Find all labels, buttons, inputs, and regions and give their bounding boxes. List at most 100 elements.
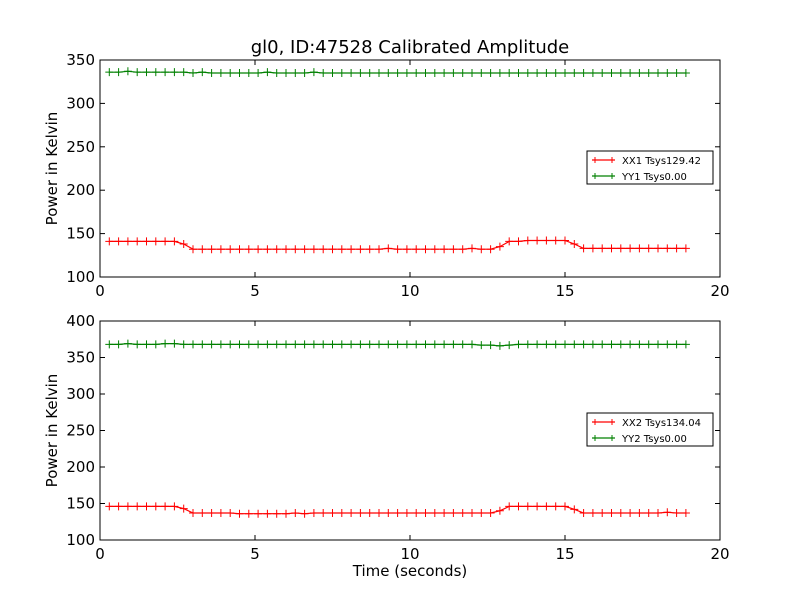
y-tick-label: 400 [66, 312, 95, 330]
x-tick-label: 20 [710, 545, 729, 563]
data-point [449, 69, 458, 78]
data-point [579, 244, 588, 253]
data-point [561, 340, 569, 349]
data-point [421, 69, 430, 78]
data-point [309, 508, 318, 517]
data-point [170, 339, 179, 348]
data-point [616, 69, 625, 78]
data-point [486, 341, 495, 350]
data-point [412, 245, 421, 254]
data-point [244, 340, 253, 349]
data-point [105, 502, 114, 511]
data-point [263, 68, 272, 77]
data-point [495, 506, 504, 515]
data-point [105, 68, 114, 77]
data-point [393, 245, 402, 254]
data-point [468, 340, 476, 349]
data-point [151, 237, 160, 246]
data-point [114, 340, 123, 349]
data-point [142, 68, 151, 77]
data-point [226, 508, 235, 517]
data-point [291, 340, 300, 349]
data-point [644, 244, 653, 253]
data-point [375, 245, 383, 254]
data-point [579, 69, 588, 78]
data-point [421, 508, 430, 517]
data-point [282, 509, 290, 518]
data-point [468, 69, 476, 78]
data-point [486, 245, 495, 254]
data-point [505, 502, 514, 511]
data-point [561, 236, 569, 245]
data-point [123, 67, 132, 76]
data-point [626, 508, 635, 517]
data-point [207, 340, 216, 349]
data-point [384, 508, 393, 517]
data-point [421, 245, 430, 254]
data-point [514, 69, 523, 78]
data-point [309, 68, 318, 77]
data-point [254, 69, 263, 78]
y-tick-label: 150 [66, 225, 95, 243]
y-tick-label: 200 [66, 181, 95, 199]
data-point [189, 508, 197, 517]
data-point [449, 340, 458, 349]
data-point [654, 244, 662, 253]
data-point [375, 69, 383, 78]
data-point [440, 245, 449, 254]
data-point [570, 240, 579, 249]
data-point [142, 237, 151, 246]
data-point [365, 245, 374, 254]
data-point [133, 340, 142, 349]
data-point [495, 69, 504, 78]
data-point [579, 340, 588, 349]
data-point [616, 508, 625, 517]
data-point [542, 236, 551, 245]
data-point [644, 340, 653, 349]
data-point [365, 508, 374, 517]
legend-marker [609, 419, 615, 425]
data-point [681, 508, 690, 517]
data-point [561, 69, 569, 78]
data-point [319, 508, 328, 517]
data-point [254, 340, 263, 349]
data-point [337, 340, 346, 349]
x-tick-label: 5 [250, 545, 260, 563]
y-axis-label: Power in Kelvin [43, 112, 61, 226]
data-point [588, 340, 597, 349]
data-point [198, 245, 207, 254]
data-point [635, 69, 644, 78]
data-point [458, 508, 467, 517]
data-point [523, 502, 532, 511]
data-point [672, 340, 681, 349]
data-point [607, 69, 616, 78]
data-point [626, 340, 635, 349]
data-point [161, 237, 170, 246]
data-point [170, 237, 179, 246]
data-point [663, 244, 672, 253]
data-point [402, 340, 411, 349]
data-point [216, 245, 225, 254]
data-point [402, 245, 411, 254]
data-point [607, 244, 616, 253]
data-point [514, 237, 523, 246]
plot-panel-bottom: 0 5 10 15 20 100 150 200 250 300 350 400 Power in Ke… [43, 312, 730, 580]
data-point [421, 340, 430, 349]
data-point [551, 69, 560, 78]
data-point [430, 69, 439, 78]
y-axis-label: Power in Kelvin [43, 374, 61, 488]
data-point [300, 245, 309, 254]
data-point [551, 502, 560, 511]
y-tick-label: 200 [66, 458, 95, 476]
data-point [272, 69, 281, 78]
legend-box [586, 412, 714, 447]
x-tick-label: 10 [400, 545, 419, 563]
data-point [235, 340, 244, 349]
data-point [384, 69, 393, 78]
data-point [170, 502, 179, 511]
data-point [533, 502, 542, 511]
data-point [226, 69, 235, 78]
data-point [309, 245, 318, 254]
legend-marker [609, 173, 615, 179]
